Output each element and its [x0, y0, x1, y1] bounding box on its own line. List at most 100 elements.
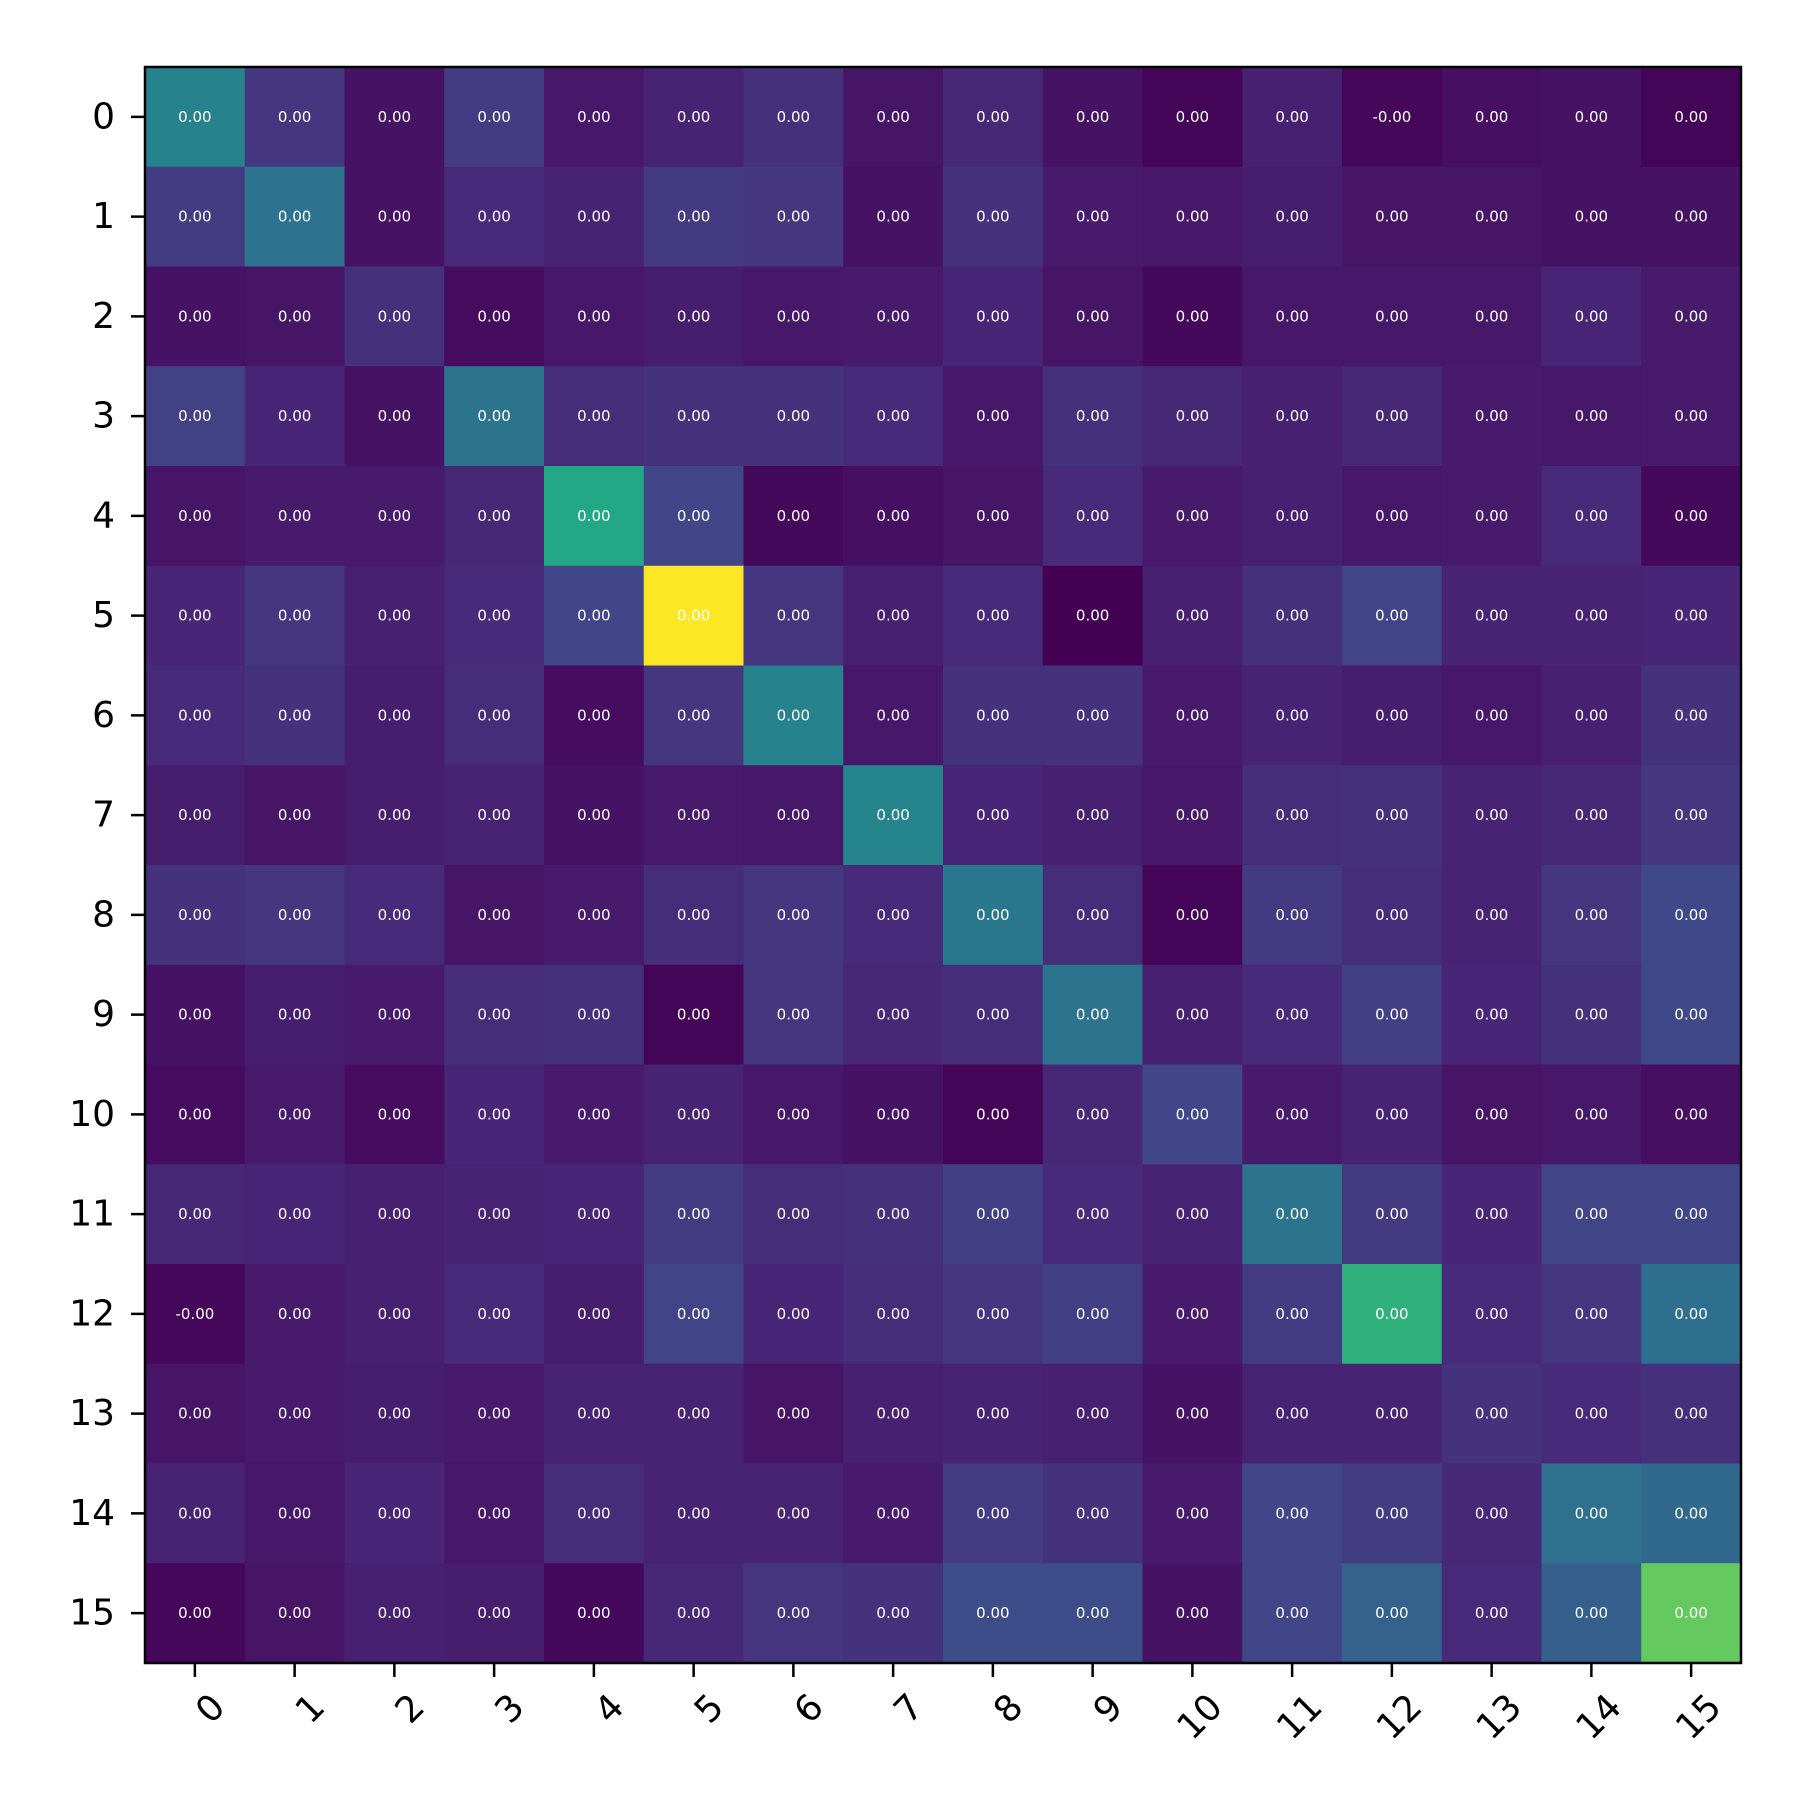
heatmap-cell — [843, 67, 944, 168]
heatmap-cell — [1242, 565, 1343, 666]
heatmap-cell — [145, 765, 246, 866]
cell-value-label: 0.00 — [577, 407, 610, 425]
cell-value-label: 0.00 — [1674, 607, 1707, 625]
cell-value-label: 0.00 — [976, 1205, 1009, 1223]
heatmap-cell — [943, 964, 1044, 1065]
heatmap-cell — [544, 466, 645, 567]
y-tick-label: 8 — [92, 894, 115, 935]
heatmap-cell — [1242, 1363, 1343, 1464]
heatmap-cell — [743, 466, 844, 567]
cell-value-label: 0.00 — [1176, 1604, 1209, 1622]
heatmap-cell — [1342, 964, 1443, 1065]
cell-value-label: 0.00 — [1076, 507, 1109, 525]
heatmap-cell — [1441, 765, 1542, 866]
heatmap-cell — [1042, 565, 1143, 666]
heatmap-cell — [244, 964, 345, 1065]
cell-value-label: 0.00 — [1475, 1205, 1508, 1223]
y-tick-label: 11 — [69, 1194, 115, 1235]
y-tick-label: 1 — [92, 196, 115, 237]
cell-value-label: 0.00 — [1475, 307, 1508, 325]
heatmap-cell — [544, 1463, 645, 1564]
cell-value-label: 0.00 — [1076, 806, 1109, 824]
heatmap-cell — [643, 1064, 744, 1165]
heatmap-cell — [1441, 366, 1542, 467]
heatmap-cell — [1042, 166, 1143, 267]
plot-frame — [143, 65, 1743, 1665]
cell-value-label: 0.00 — [677, 1305, 710, 1323]
cell-value-label: 0.00 — [278, 1006, 311, 1024]
cell-value-label: 0.00 — [1674, 1405, 1707, 1423]
cell-value-label: 0.00 — [577, 607, 610, 625]
y-tick-label: 15 — [69, 1593, 115, 1634]
y-tick-label: 4 — [92, 495, 115, 536]
cell-value-label: 0.00 — [378, 906, 411, 924]
cell-value-label: 0.00 — [577, 1305, 610, 1323]
cell-value-label: 0.00 — [1575, 1604, 1608, 1622]
cell-value-label: 0.00 — [777, 906, 810, 924]
heatmap-cell — [244, 665, 345, 766]
heatmap-cell — [743, 67, 844, 168]
heatmap-cell — [1142, 1363, 1243, 1464]
heatmap-cell — [344, 466, 445, 567]
heatmap-cell — [444, 565, 545, 666]
cell-value-label: 0.00 — [1076, 108, 1109, 126]
cell-value-label: 0.00 — [677, 1504, 710, 1522]
heatmap-cell — [1641, 1064, 1742, 1165]
heatmap-cell — [1342, 67, 1443, 168]
cell-value-label: 0.00 — [1475, 1006, 1508, 1024]
heatmap-cell — [1242, 1264, 1343, 1365]
heatmap-cell — [145, 466, 246, 567]
cell-value-label: 0.00 — [976, 1604, 1009, 1622]
heatmap-cell — [1342, 1064, 1443, 1165]
heatmap-cell — [1142, 964, 1243, 1065]
heatmap-cell — [1142, 1563, 1243, 1664]
cell-value-label: 0.00 — [1375, 1006, 1408, 1024]
cell-value-label: 0.00 — [278, 1305, 311, 1323]
cell-value-label: 0.00 — [577, 507, 610, 525]
heatmap-cell — [1242, 166, 1343, 267]
cell-value-label: 0.00 — [876, 1305, 909, 1323]
cell-value-label: 0.00 — [1176, 407, 1209, 425]
cell-value-label: 0.00 — [677, 108, 710, 126]
heatmap-cell — [244, 1463, 345, 1564]
heatmap-cell — [843, 665, 944, 766]
heatmap-cell — [1342, 1264, 1443, 1365]
cell-value-label: 0.00 — [477, 906, 510, 924]
y-tick-label: 14 — [69, 1493, 115, 1534]
heatmap-cell — [643, 166, 744, 267]
heatmap-cell — [1042, 266, 1143, 367]
cell-value-label: 0.00 — [577, 108, 610, 126]
y-tick-label: 10 — [69, 1094, 115, 1135]
heatmap-cell — [1441, 1164, 1542, 1265]
cell-value-label: 0.00 — [1674, 407, 1707, 425]
cell-value-label: 0.00 — [876, 108, 909, 126]
heatmap-cell — [1541, 166, 1642, 267]
heatmap-cell — [244, 565, 345, 666]
cell-value-label: 0.00 — [477, 108, 510, 126]
cell-value-label: 0.00 — [677, 307, 710, 325]
heatmap-cell — [1541, 67, 1642, 168]
cell-value-label: 0.00 — [278, 507, 311, 525]
heatmap-cell — [743, 1164, 844, 1265]
heatmap-cell — [1641, 665, 1742, 766]
heatmap-cell — [1541, 1264, 1642, 1365]
cell-value-label: 0.00 — [777, 507, 810, 525]
cell-value-label: 0.00 — [1076, 1105, 1109, 1123]
heatmap-cell — [1242, 266, 1343, 367]
heatmap-cell — [743, 665, 844, 766]
heatmap-cell — [1541, 266, 1642, 367]
cell-value-label: 0.00 — [1475, 1405, 1508, 1423]
cell-value-label: 0.00 — [278, 1405, 311, 1423]
heatmap-cell — [943, 1264, 1044, 1365]
heatmap-cell — [544, 1164, 645, 1265]
cell-value-label: 0.00 — [1176, 607, 1209, 625]
heatmap-cell — [244, 1563, 345, 1664]
heatmap-cell — [843, 366, 944, 467]
cell-value-label: 0.00 — [777, 1105, 810, 1123]
heatmap-cell — [1541, 466, 1642, 567]
cell-value-label: 0.00 — [1275, 1105, 1308, 1123]
cell-value-label: 0.00 — [677, 1105, 710, 1123]
cell-value-label: 0.00 — [178, 307, 211, 325]
cell-value-label: 0.00 — [876, 507, 909, 525]
